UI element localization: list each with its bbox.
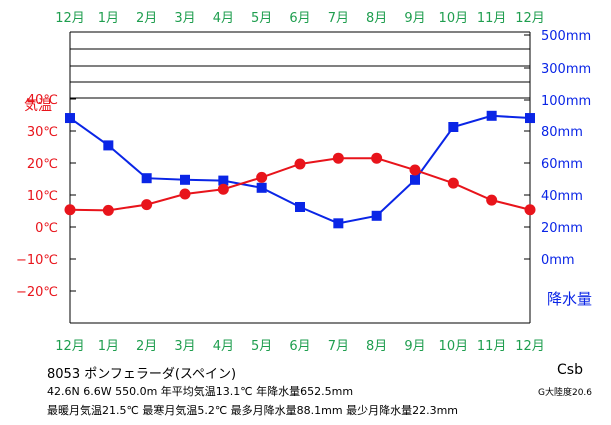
temperature-tick-label: 30℃ xyxy=(27,125,58,140)
precipitation-point xyxy=(410,174,420,185)
month-label-top: 4月 xyxy=(213,11,234,26)
month-label-bottom: 12月 xyxy=(515,339,545,354)
precipitation-point xyxy=(295,202,305,212)
temperature-point xyxy=(256,171,268,183)
temperature-point xyxy=(294,158,306,170)
month-label-bottom: 2月 xyxy=(136,339,157,354)
month-label-top: 10月 xyxy=(439,11,469,26)
top-month-labels: 12月 1月 2月 3月 4月 5月 6月 7月 8月 9月 10月 11月 12月 xyxy=(55,11,545,26)
month-label-top: 8月 xyxy=(366,11,387,26)
temperature-axis-title: 気温 xyxy=(24,98,52,114)
bottom-month-labels: 12月 1月 2月 3月 4月 5月 6月 7月 8月 9月 10月 11月 12月 xyxy=(55,339,545,354)
climate-classification: Csb xyxy=(557,362,583,378)
month-label-bottom: 1月 xyxy=(98,339,119,354)
temperature-point xyxy=(217,183,229,195)
precipitation-point xyxy=(525,113,535,124)
station-coordinates: 42.6N 6.6W 550.0m 年平均気温13.1℃ 年降水量652.5mm xyxy=(47,385,354,398)
temperature-point xyxy=(102,204,114,216)
precipitation-point xyxy=(371,210,382,221)
precipitation-tick-label: 0mm xyxy=(541,253,575,268)
month-label-top: 3月 xyxy=(174,11,195,26)
month-label-top: 12月 xyxy=(515,11,545,26)
month-label-top: 12月 xyxy=(55,11,85,26)
month-label-bottom: 3月 xyxy=(174,339,195,354)
temperature-point xyxy=(524,204,536,216)
temperature-tick-label: −20℃ xyxy=(16,285,58,300)
month-label-bottom: 10月 xyxy=(439,339,469,354)
temperature-point xyxy=(486,194,498,206)
temperature-tick-label: 10℃ xyxy=(27,189,58,204)
temperature-tick-label: 20℃ xyxy=(27,157,58,172)
temperature-point xyxy=(64,204,76,216)
month-label-top: 6月 xyxy=(289,11,310,26)
month-label-bottom: 4月 xyxy=(213,339,234,354)
temperature-point xyxy=(141,199,153,211)
month-label-top: 11月 xyxy=(477,11,507,26)
temperature-tick-label: 0℃ xyxy=(35,221,58,236)
month-label-top: 9月 xyxy=(404,11,425,26)
continentality-index: G大陸度20.6 xyxy=(538,388,593,398)
precipitation-tick-label: 500mm xyxy=(541,29,591,44)
temperature-tick-label: −10℃ xyxy=(16,253,58,268)
station-name: 8053 ポンフェラーダ(スペイン) xyxy=(47,367,237,382)
temperature-tick-label: 40℃ xyxy=(27,93,58,108)
precipitation-tick-label: 60mm xyxy=(541,157,583,172)
month-label-bottom: 6月 xyxy=(289,339,310,354)
month-label-bottom: 7月 xyxy=(328,339,349,354)
month-label-bottom: 11月 xyxy=(477,339,507,354)
temperature-point xyxy=(409,164,421,176)
temperature-point xyxy=(371,152,383,164)
precipitation-point xyxy=(141,173,152,184)
month-label-bottom: 5月 xyxy=(251,339,272,354)
month-label-bottom: 8月 xyxy=(366,339,387,354)
month-label-top: 1月 xyxy=(98,11,119,26)
precipitation-point xyxy=(486,110,497,121)
precipitation-point xyxy=(218,175,229,186)
precipitation-tick-label: 100mm xyxy=(541,94,591,109)
precipitation-tick-label: 20mm xyxy=(541,221,583,236)
precipitation-tick-label: 300mm xyxy=(541,62,591,77)
temperature-point xyxy=(179,188,191,200)
precipitation-point xyxy=(180,174,190,185)
precipitation-point xyxy=(448,122,459,132)
month-label-bottom: 12月 xyxy=(55,339,85,354)
temperature-point xyxy=(332,152,344,164)
precipitation-axis-title: 降水量 xyxy=(547,290,592,308)
temperature-point xyxy=(447,177,459,189)
precipitation-tick-label: 40mm xyxy=(541,189,583,204)
precipitation-tick-label: 80mm xyxy=(541,125,583,140)
month-label-top: 7月 xyxy=(328,11,349,26)
month-label-top: 2月 xyxy=(136,11,157,26)
precipitation-axis: 500mm 300mm 100mm 80mm 60mm 40mm 20mm 0mm 降水量 xyxy=(524,29,592,308)
precipitation-point xyxy=(256,182,267,193)
climate-chart: 12月 1月 2月 3月 4月 5月 6月 7月 8月 9月 10月 11月 12月 12月 1月 2月 3月… xyxy=(16,11,592,354)
month-label-bottom: 9月 xyxy=(404,339,425,354)
monthly-extremes: 最暖月気温21.5℃ 最寒月気温5.2℃ 最多月降水量88.1mm 最少月降水量… xyxy=(47,404,459,417)
month-label-top: 5月 xyxy=(251,11,272,26)
precipitation-point xyxy=(65,113,75,124)
precipitation-point xyxy=(333,218,344,229)
chart-grid xyxy=(69,31,531,324)
precipitation-point xyxy=(103,140,114,151)
temperature-series xyxy=(64,152,536,216)
precipitation-series xyxy=(65,110,535,229)
